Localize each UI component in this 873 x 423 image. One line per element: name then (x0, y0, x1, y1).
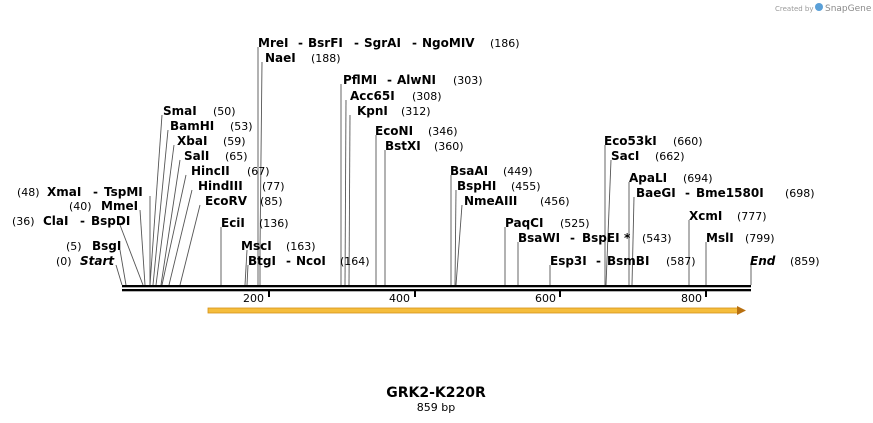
site-label[interactable]: MreI - BsrFI - SgrAI - NgoMIV (186) (258, 36, 520, 50)
site-label[interactable]: Esp3I - BsmBI (587) (550, 254, 696, 268)
site-label[interactable]: BspHI (455) (457, 179, 541, 193)
site-label[interactable]: SacI (662) (611, 149, 685, 163)
site-label[interactable]: MslI (799) (706, 231, 775, 245)
site-label[interactable]: EcoRV (85) (205, 194, 283, 208)
tick-label-600: 600 (535, 292, 556, 305)
site-label[interactable]: PflMI - AlwNI (303) (343, 73, 483, 87)
site-label[interactable]: End (859) (750, 254, 820, 268)
site-label[interactable]: NmeAIII (456) (464, 194, 570, 208)
site-label[interactable]: HindIII (77) (198, 179, 285, 193)
site-label[interactable]: BtgI - NcoI (164) (248, 254, 370, 268)
site-label[interactable]: EciI (136) (221, 216, 289, 230)
sequence-line-bottom (122, 289, 751, 292)
site-label[interactable]: ApaLI (694) (629, 171, 713, 185)
site-label[interactable]: SmaI (50) (163, 104, 236, 118)
credit-text: Created by (775, 5, 814, 13)
tick-200 (268, 291, 270, 297)
tick-600 (559, 291, 561, 297)
site-label[interactable]: EcoNI (346) (375, 124, 458, 138)
sequence-line-top (122, 285, 751, 288)
site-label[interactable]: SalI (65) (184, 149, 248, 163)
site-label[interactable]: (0) Start (56, 254, 115, 268)
tick-label-400: 400 (389, 292, 410, 305)
tick-label-200: 200 (243, 292, 264, 305)
tick-800 (705, 291, 707, 297)
site-label[interactable]: BsaAI (449) (450, 164, 533, 178)
site-label[interactable]: HincII (67) (191, 164, 270, 178)
site-label[interactable]: BstXI (360) (385, 139, 464, 153)
site-label[interactable]: BaeGI - Bme1580I (698) (636, 186, 815, 200)
site-label[interactable]: Acc65I (308) (350, 89, 442, 103)
site-label[interactable]: BamHI (53) (170, 119, 253, 133)
plasmid-name: GRK2-K220R (386, 385, 486, 401)
site-label[interactable]: MscI (163) (241, 239, 316, 253)
site-label[interactable]: (5) BsgI (66, 239, 121, 253)
site-label[interactable]: PaqCI (525) (505, 216, 590, 230)
site-label[interactable]: NaeI (188) (265, 51, 341, 65)
tick-400 (414, 291, 416, 297)
site-label[interactable]: XbaI (59) (177, 134, 246, 148)
connector-lines (115, 47, 752, 286)
site-label[interactable]: (48) XmaI - TspMI (17, 185, 143, 199)
site-label[interactable]: XcmI (777) (689, 209, 767, 223)
feature-arrow[interactable] (207, 306, 746, 315)
credit-brand: SnapGene (825, 4, 872, 14)
site-label[interactable]: Eco53kI (660) (604, 134, 703, 148)
plasmid-size: 859 bp (417, 401, 455, 414)
snapgene-logo-icon (815, 3, 823, 11)
site-label[interactable]: KpnI (312) (357, 104, 431, 118)
site-label[interactable]: (40) MmeI (69, 199, 138, 213)
tick-label-800: 800 (681, 292, 702, 305)
site-label[interactable]: BsaWI - BspEI * (543) (518, 231, 672, 245)
site-label[interactable]: (36) ClaI - BspDI (12, 214, 130, 228)
